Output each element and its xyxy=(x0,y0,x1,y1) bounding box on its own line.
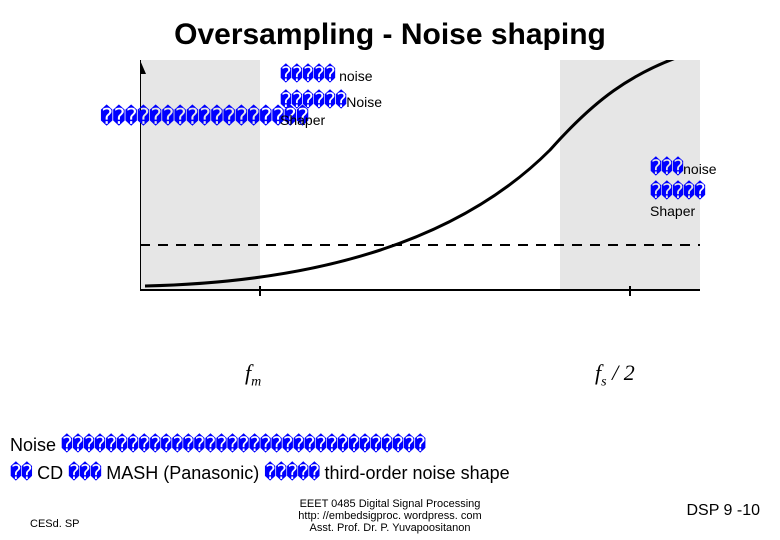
body-text: Noise ��������������������������������� … xyxy=(10,430,780,486)
body-line-1: Noise ��������������������������������� xyxy=(10,430,780,458)
annot-noise-shaper-mid: ������Noise Shaper xyxy=(280,88,382,128)
footer-right: DSP 9 -10 xyxy=(686,502,760,520)
axis-label-fm: fm xyxy=(245,360,261,390)
placeholder-row: ����������������� xyxy=(100,105,308,130)
noise-shaping-chart xyxy=(140,60,700,350)
slide-title: Oversampling - Noise shaping xyxy=(0,18,780,52)
footer-center: EEET 0485 Digital Signal Processing http… xyxy=(0,498,780,534)
body-line-2: �� CD ��� MASH (Panasonic) ����� third-o… xyxy=(10,458,780,486)
annot-noise-shaper-right: ���noise ����� Shaper xyxy=(650,155,717,219)
axis-label-fs2: fs / 2 xyxy=(595,360,635,390)
annot-noise-top: ����� noise xyxy=(280,62,373,86)
